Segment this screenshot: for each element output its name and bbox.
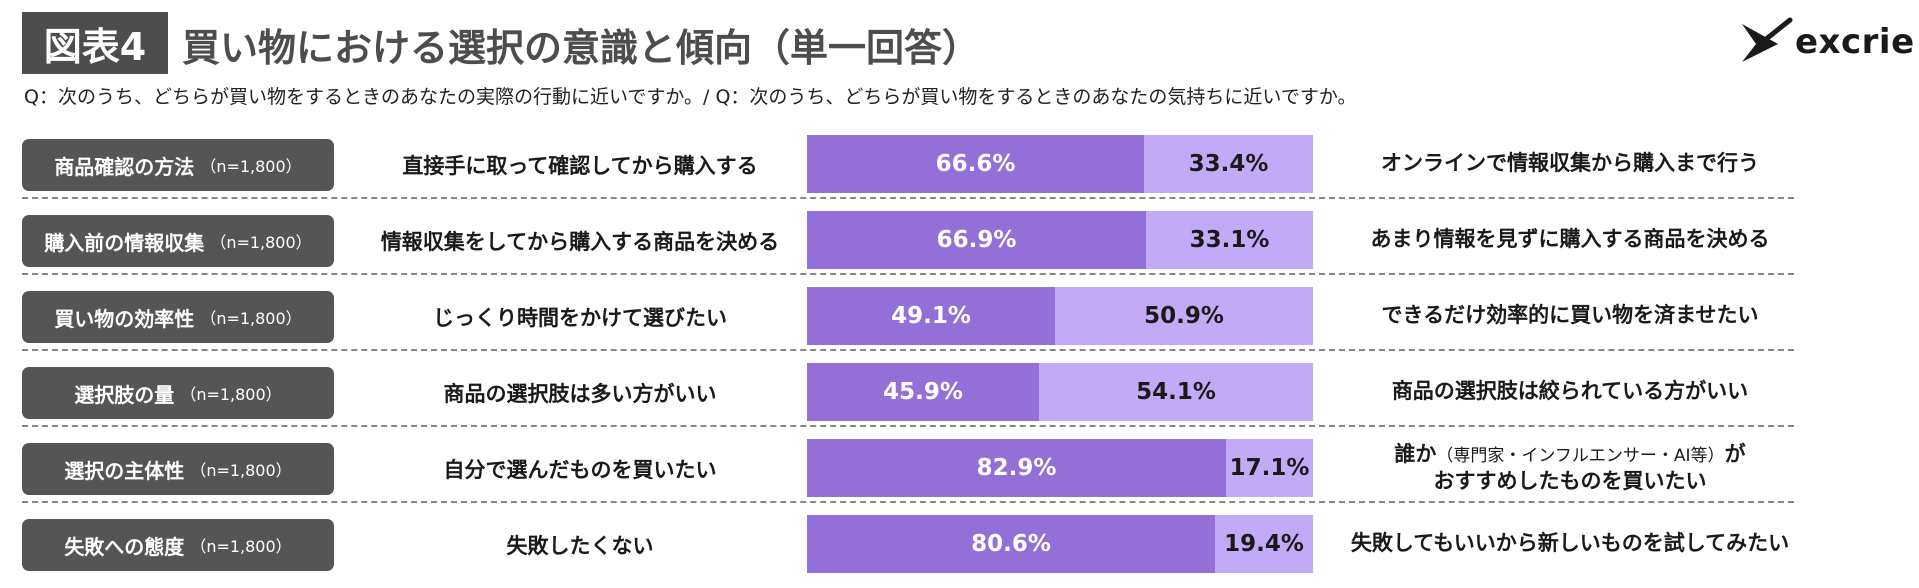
right-option-line: 誰か（専門家・インフルエンサー・AI等）が xyxy=(1394,441,1745,468)
row-divider xyxy=(22,273,1794,275)
right-option-line: あまり情報を見ずに購入する商品を決める xyxy=(1371,226,1770,253)
right-option-text: 失敗してもいいから新しいものを試してみたい xyxy=(1350,531,1790,556)
right-option-line: 商品の選択肢は絞られている方がいい xyxy=(1392,378,1748,405)
right-option-text: できるだけ効率的に買い物を済ませたい xyxy=(1381,303,1759,328)
figure-number: 図表4 xyxy=(43,24,147,69)
sample-size: （n=1,800） xyxy=(200,157,302,176)
category-name: 購入前の情報収集 xyxy=(44,230,205,255)
category-label: 購入前の情報収集 （n=1,800） xyxy=(22,215,334,267)
right-option-label: オンラインで情報収集から購入まで行う xyxy=(1328,133,1812,195)
chart-title: 買い物における選択の意識と傾向（単一回答） xyxy=(182,25,981,70)
stacked-bar: 66.6% 33.4% xyxy=(807,135,1313,193)
figure-number-tag: 図表4 xyxy=(22,12,168,74)
bar-segment-right: 33.1% xyxy=(1146,211,1313,269)
left-option-label: 情報収集をしてから購入する商品を決める xyxy=(380,230,780,254)
category-name: 買い物の効率性 xyxy=(54,306,195,331)
stacked-bar: 45.9% 54.1% xyxy=(807,363,1313,421)
left-option-label: 商品の選択肢は多い方がいい xyxy=(443,382,717,406)
bar-segment-left: 82.9% xyxy=(807,439,1226,497)
right-option-line: おすすめしたものを買いたい xyxy=(1433,469,1707,493)
right-option-text: 商品の選択肢は絞られている方がいい xyxy=(1391,379,1749,404)
sample-size: （n=1,800） xyxy=(180,385,282,404)
chart-row: 買い物の効率性 （n=1,800） じっくり時間をかけて選びたい 49.1% 50.9%… xyxy=(0,275,1919,351)
chart-row: 購入前の情報収集 （n=1,800） 情報収集をしてから購入する商品を決める 66.9… xyxy=(0,199,1919,275)
row-divider xyxy=(22,425,1794,427)
left-option-label: 直接手に取って確認してから購入する xyxy=(402,154,758,178)
right-option-line: 失敗してもいいから新しいものを試してみたい xyxy=(1351,530,1789,557)
bar-segment-left: 66.9% xyxy=(807,211,1146,269)
bar-segment-right: 17.1% xyxy=(1226,439,1313,497)
right-option-label: 失敗してもいいから新しいものを試してみたい xyxy=(1328,513,1812,575)
stacked-bar: 82.9% 17.1% xyxy=(807,439,1313,497)
right-option-label: 誰か（専門家・インフルエンサー・AI等）が おすすめしたものを買いたい xyxy=(1328,437,1812,499)
chart-row: 商品確認の方法 （n=1,800） 直接手に取って確認してから購入する 66.6% 33… xyxy=(0,123,1919,199)
stacked-bar: 49.1% 50.9% xyxy=(807,287,1313,345)
row-divider xyxy=(22,349,1794,351)
chart-row: 失敗への態度 （n=1,800） 失敗したくない 80.6% 19.4% 失敗してもいいか… xyxy=(0,503,1919,579)
right-option-label: できるだけ効率的に買い物を済ませたい xyxy=(1328,285,1812,347)
category-label: 買い物の効率性 （n=1,800） xyxy=(22,291,334,343)
bar-segment-right: 19.4% xyxy=(1215,515,1313,573)
excrie-logo-icon xyxy=(1742,17,1793,62)
bar-segment-right: 50.9% xyxy=(1055,287,1313,345)
stacked-bar: 66.9% 33.1% xyxy=(807,211,1313,269)
right-option-text: 誰か xyxy=(1394,441,1437,466)
bar-segment-right: 54.1% xyxy=(1039,363,1313,421)
sample-size: （n=1,800） xyxy=(190,537,292,556)
category-name: 選択肢の量 xyxy=(74,382,175,407)
sample-size: （n=1,800） xyxy=(200,309,302,328)
row-divider xyxy=(22,197,1794,199)
right-option-line: できるだけ効率的に買い物を済ませたい xyxy=(1382,302,1759,329)
right-option-text: が xyxy=(1724,441,1746,466)
bar-segment-right: 33.4% xyxy=(1144,135,1313,193)
row-divider xyxy=(22,501,1794,503)
bar-segment-left: 45.9% xyxy=(807,363,1039,421)
chart-row: 選択肢の量 （n=1,800） 商品の選択肢は多い方がいい 45.9% 54.1% 商品の… xyxy=(0,351,1919,427)
category-label: 選択肢の量 （n=1,800） xyxy=(22,367,334,419)
right-option-line: オンラインで情報収集から購入まで行う xyxy=(1381,150,1759,177)
category-label: 選択の主体性 （n=1,800） xyxy=(22,443,334,495)
bar-segment-left: 80.6% xyxy=(807,515,1215,573)
bar-segment-left: 66.6% xyxy=(807,135,1144,193)
right-option-label: 商品の選択肢は絞られている方がいい xyxy=(1328,361,1812,423)
right-option-label: あまり情報を見ずに購入する商品を決める xyxy=(1328,209,1812,271)
right-option-text: オンラインで情報収集から購入まで行う xyxy=(1381,151,1759,176)
chart-row: 選択の主体性 （n=1,800） 自分で選んだものを買いたい 82.9% 17.1% 誰か… xyxy=(0,427,1919,503)
right-option-note: （専門家・インフルエンサー・AI等） xyxy=(1436,445,1725,466)
left-option-label: 自分で選んだものを買いたい xyxy=(443,458,717,482)
category-label: 商品確認の方法 （n=1,800） xyxy=(22,139,334,191)
category-name: 選択の主体性 xyxy=(64,458,185,483)
stacked-bar: 80.6% 19.4% xyxy=(807,515,1313,573)
bar-segment-left: 49.1% xyxy=(807,287,1055,345)
category-name: 商品確認の方法 xyxy=(54,154,195,179)
sample-size: （n=1,800） xyxy=(210,233,312,252)
logo-wordmark: excrie xyxy=(1795,22,1915,62)
left-option-label: 失敗したくない xyxy=(506,534,654,558)
category-name: 失敗への態度 xyxy=(64,534,185,559)
left-option-label: じっくり時間をかけて選びたい xyxy=(433,306,727,330)
category-label: 失敗への態度 （n=1,800） xyxy=(22,519,334,571)
survey-question: Q：次のうち、どちらが買い物をするときのあなたの実際の行動に近いですか。/ Q：… xyxy=(24,85,1357,108)
sample-size: （n=1,800） xyxy=(190,461,292,480)
right-option-text: あまり情報を見ずに購入する商品を決める xyxy=(1370,227,1770,252)
